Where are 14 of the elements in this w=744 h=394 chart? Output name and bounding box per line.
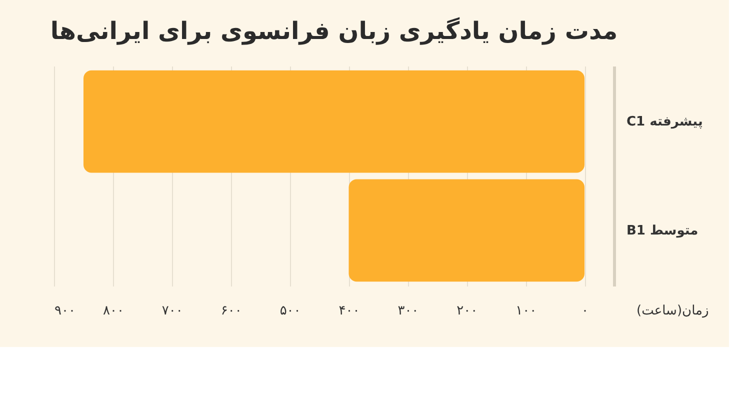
chart-title: مدت زمان یادگیری زبان فرانسوی برای ایرانی‌ها [50,17,618,45]
x-tick-label: ۰ [582,304,589,318]
x-tick-label: ۹۰۰ [54,304,76,318]
x-tick-label: ۶۰۰ [220,304,242,318]
x-tick-label: ۷۰۰ [162,304,183,318]
x-tick-label: ۵۰۰ [280,304,301,318]
x-tick-label: ۱۰۰ [516,304,537,318]
y-tick-label: B1 متوسط [626,223,698,238]
x-tick-label: ۲۰۰ [456,304,478,318]
x-tick-label: ۸۰۰ [102,304,124,318]
y-tick-label: C1 پیشرفته [626,114,703,130]
x-axis-title: زمان(ساعت) [636,304,709,318]
x-tick-label: ۴۰۰ [338,304,360,318]
x-tick-label: ۳۰۰ [398,304,419,318]
